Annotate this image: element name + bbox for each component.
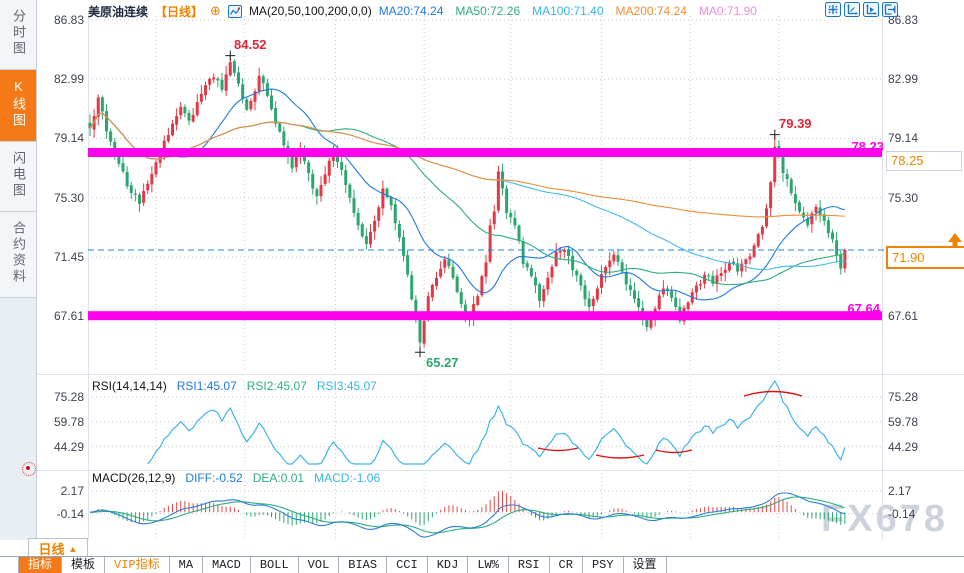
indicator-tab-CCI[interactable]: CCI: [387, 557, 428, 573]
sidebar-item-label: 分时图: [11, 9, 26, 57]
rsi1-value: RSI1:45.07: [176, 379, 237, 393]
rsi2-value: RSI2:45.07: [246, 379, 307, 393]
indicator-tab-VIP指标[interactable]: VIP指标: [105, 557, 170, 573]
period-dropdown-label: 日线: [38, 542, 65, 557]
rsi-axis-label-left: 44.29: [53, 440, 84, 454]
indicator-tab-模板[interactable]: 模板: [62, 557, 106, 573]
indicator-tab-CR[interactable]: CR: [550, 557, 583, 573]
chart-header: 美原油连续 【日线】 ⊕ MA(20,50,100,200,0,0) MA20:…: [88, 2, 757, 20]
chart-toolbar: [825, 2, 898, 17]
pan-crosshair-icon[interactable]: [825, 2, 841, 17]
sidebar-item-label: 合约资料: [11, 221, 26, 285]
watermark: FX678: [821, 498, 948, 540]
resistance-band-label: 78.23: [851, 139, 884, 154]
sidebar-item-label: K线图: [11, 79, 26, 129]
plus-circle-icon[interactable]: ⊕: [210, 3, 221, 18]
main-y-axis-label-right: 67.61: [888, 309, 919, 323]
macd-axis-label-right: -0.14: [888, 507, 916, 521]
main-y-axis-label-right: 82.99: [888, 72, 919, 86]
ma-values: MA20:74.24 MA50:72.26 MA100:71.40 MA200:74.…: [379, 4, 757, 18]
rsi-axis-label-right: 44.29: [888, 440, 919, 454]
period-label: 【日线】: [155, 4, 204, 19]
ma-value: MA50:72.26: [455, 4, 521, 18]
main-y-axis-label-left: 67.61: [53, 309, 84, 323]
exit-right-icon[interactable]: [882, 2, 898, 17]
macd-axis-label-left: 2.17: [60, 484, 84, 498]
price-annotation: 65.27: [426, 355, 459, 370]
main-y-axis-label-left: 79.14: [53, 131, 84, 145]
diff-value: DIFF:-0.52: [185, 471, 243, 485]
ma-value: MA100:71.40: [532, 4, 604, 18]
indicator-tab-设置[interactable]: 设置: [624, 557, 667, 573]
sidebar-item-合约资料[interactable]: 合约资料: [0, 212, 36, 298]
ma-value: MA20:74.24: [378, 4, 444, 18]
chevron-up-icon: ▲: [68, 543, 78, 554]
indicator-tab-PSY[interactable]: PSY: [583, 557, 624, 573]
rsi-header: RSI(14,14,14) RSI1:45.07 RSI2:45.07 RSI3…: [92, 379, 377, 393]
ma-value: MA0:71.90: [698, 4, 757, 18]
macd-header: MACD(26,12,9) DIFF:-0.52 DEA:0.01 MACD:-…: [92, 471, 380, 485]
rsi-axis-label-right: 75.28: [888, 390, 919, 404]
macd-axis-label-left: -0.14: [56, 507, 84, 521]
sidebar-item-active-K线图[interactable]: K线图: [0, 70, 36, 142]
sidebar: 分时图 K线图闪电图合约资料: [0, 0, 37, 540]
main-y-axis-label-left: 71.45: [53, 250, 84, 264]
ma-value: MA200:74.24: [615, 4, 687, 18]
panel-settings-sun-icon[interactable]: [22, 462, 36, 476]
main-y-axis-label-left: 82.99: [53, 72, 84, 86]
rsi-axis-label-right: 59.78: [888, 415, 919, 429]
macd-value: MACD:-1.06: [314, 471, 381, 485]
dea-value: DEA:0.01: [252, 471, 305, 485]
macd-title: MACD(26,12,9): [92, 471, 176, 485]
indicator-tab-KDJ[interactable]: KDJ: [428, 557, 469, 573]
rsi3-value: RSI3:45.07: [316, 379, 377, 393]
indicator-tab-BOLL[interactable]: BOLL: [251, 557, 299, 573]
price-tag-7825: 78.25: [886, 151, 962, 171]
sidebar-item-分时图[interactable]: 分时图: [0, 0, 36, 70]
main-y-axis-label-left: 75.30: [53, 191, 84, 205]
main-y-axis-label-left: 86.83: [53, 13, 84, 27]
symbol-title: 美原油连续: [88, 4, 149, 19]
macd-axis-label-right: 2.17: [888, 484, 912, 498]
support-band-label: 67.64: [847, 301, 880, 316]
indicator-tab-MA[interactable]: MA: [170, 557, 204, 573]
x-axis-row: 日线 ▲: [0, 538, 964, 559]
indicator-tab-MACD[interactable]: MACD: [203, 557, 251, 573]
indicator-tab-RSI[interactable]: RSI: [509, 557, 550, 573]
main-y-axis-label-right: 75.30: [888, 191, 919, 205]
price-annotation: 79.39: [779, 116, 812, 131]
indicator-tab-LW%[interactable]: LW%: [468, 557, 509, 573]
rsi-axis-label-left: 75.28: [53, 390, 84, 404]
rsi-axis-label-left: 59.78: [53, 415, 84, 429]
price-annotation: 84.52: [234, 37, 267, 52]
axes-play-icon[interactable]: [863, 2, 879, 17]
sidebar-item-label: 闪电图: [11, 151, 26, 199]
main-y-axis-label-right: 79.14: [888, 131, 919, 145]
indicator-tab-指标[interactable]: 指标: [18, 557, 63, 573]
mini-chart-icon[interactable]: [227, 4, 242, 18]
indicator-tab-VOL[interactable]: VOL: [299, 557, 340, 573]
sidebar-item-闪电图[interactable]: 闪电图: [0, 142, 36, 212]
axes-zoom-icon[interactable]: [844, 2, 860, 17]
indicator-tab-bar: 指标 模板 VIP指标 MA MACD BOLL VOL BIAS CCI KDJ LW% RSI CR…: [0, 556, 964, 573]
ma-settings-label: MA(20,50,100,200,0,0): [248, 4, 372, 18]
last-price-tag: 71.90: [886, 246, 964, 269]
indicator-tab-BIAS[interactable]: BIAS: [339, 557, 388, 573]
rsi-title: RSI(14,14,14): [92, 379, 167, 393]
